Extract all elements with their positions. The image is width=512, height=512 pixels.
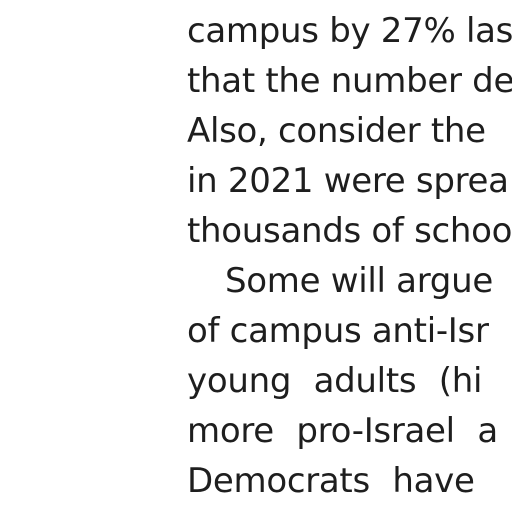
text-line: Also, consider the bbox=[187, 111, 486, 151]
text-line: young adults (hi bbox=[187, 361, 483, 401]
text-line: thousands of schoo bbox=[187, 211, 512, 251]
text-line: of campus anti-Isr bbox=[187, 311, 489, 351]
text-line: that the number de bbox=[187, 61, 512, 101]
text-line: campus by 27% las bbox=[187, 11, 512, 51]
article-text-column: campus by 27% las that the number de Als… bbox=[187, 6, 512, 506]
text-line: in 2021 were sprea bbox=[187, 161, 509, 201]
text-line: more pro-Israel a bbox=[187, 411, 498, 451]
paragraph-start-line: Some will argue bbox=[225, 261, 493, 301]
text-line: Democrats have bbox=[187, 461, 475, 501]
